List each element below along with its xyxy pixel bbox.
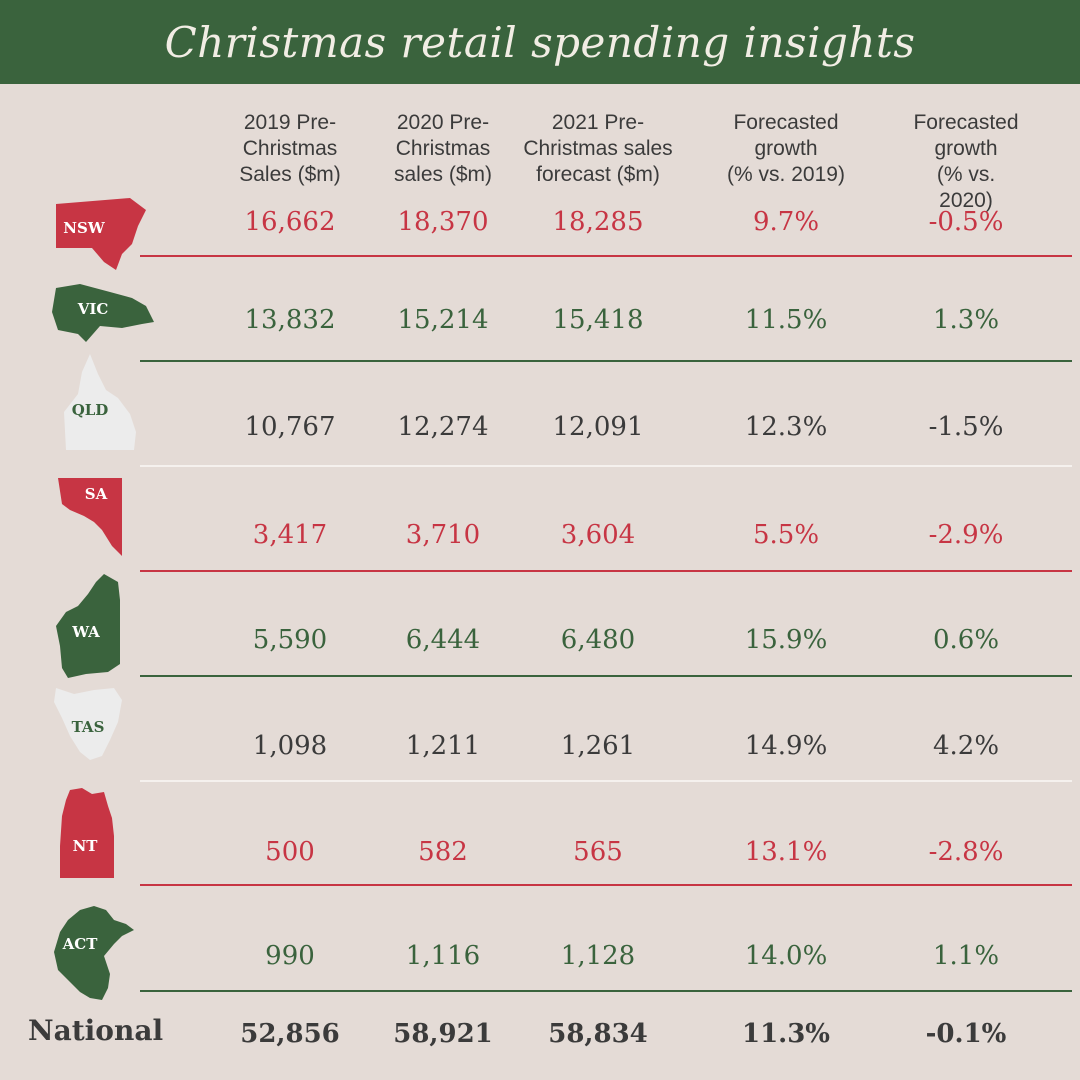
table-cell: 500 bbox=[265, 837, 315, 867]
row-divider bbox=[140, 780, 1072, 782]
state-label: NT bbox=[72, 837, 98, 855]
state-label: ACT bbox=[62, 935, 98, 953]
state-label: QLD bbox=[71, 401, 109, 419]
table-cell: 9.7% bbox=[752, 207, 820, 237]
table-cell: 1.3% bbox=[932, 305, 1000, 335]
table-cell: 14.0% bbox=[744, 941, 828, 971]
state-label: TAS bbox=[71, 718, 105, 736]
table-cell: 0.6% bbox=[932, 625, 1000, 655]
row-divider bbox=[140, 675, 1072, 677]
table-cell: 18,285 bbox=[552, 207, 644, 237]
row-divider bbox=[140, 465, 1072, 467]
column-header-1: 2019 Pre- Christmas Sales ($m) bbox=[239, 111, 341, 186]
state-map-qld bbox=[60, 352, 140, 452]
row-divider bbox=[140, 570, 1072, 572]
table-cell: 990 bbox=[265, 941, 315, 971]
state-map-act bbox=[50, 904, 136, 1004]
state-map-wa bbox=[52, 572, 124, 680]
national-cell: 52,856 bbox=[240, 1019, 340, 1049]
table-cell: -1.5% bbox=[928, 412, 1004, 442]
column-header-2: 2020 Pre- Christmas sales ($m) bbox=[393, 111, 493, 186]
table-cell: 1,098 bbox=[252, 731, 328, 761]
column-header-4: Forecasted growth (% vs. 2019) bbox=[727, 111, 845, 186]
table-cell: 12,274 bbox=[397, 412, 489, 442]
table-cell: 12,091 bbox=[552, 412, 644, 442]
row-divider bbox=[140, 255, 1072, 257]
table-cell: 13,832 bbox=[244, 305, 336, 335]
table-cell: 15.9% bbox=[744, 625, 828, 655]
state-label: NSW bbox=[63, 219, 105, 237]
table-cell: -2.8% bbox=[928, 837, 1004, 867]
table-cell: 4.2% bbox=[932, 731, 1000, 761]
column-header-5: Forecasted growth (% vs. 2020) bbox=[913, 111, 1019, 212]
table-cell: 18,370 bbox=[397, 207, 489, 237]
table-cell: 5,590 bbox=[252, 625, 328, 655]
table-cell: 14.9% bbox=[744, 731, 828, 761]
table-cell: 12.3% bbox=[744, 412, 828, 442]
table-cell: 565 bbox=[573, 837, 623, 867]
title-banner: Christmas retail spending insights bbox=[0, 0, 1080, 84]
state-map-sa bbox=[56, 476, 128, 558]
table-cell: 3,710 bbox=[405, 520, 481, 550]
page-title: Christmas retail spending insights bbox=[164, 17, 916, 67]
table-cell: 1.1% bbox=[932, 941, 1000, 971]
table-cell: 3,417 bbox=[252, 520, 328, 550]
table-cell: 5.5% bbox=[752, 520, 820, 550]
state-map-nt bbox=[56, 786, 118, 880]
state-map-vic bbox=[50, 282, 158, 348]
national-cell: -0.1% bbox=[925, 1019, 1007, 1049]
column-header-3: 2021 Pre- Christmas sales forecast ($m) bbox=[523, 111, 673, 186]
table-cell: 13.1% bbox=[744, 837, 828, 867]
state-label: WA bbox=[72, 623, 100, 641]
state-label: SA bbox=[84, 485, 108, 503]
table-cell: 10,767 bbox=[244, 412, 336, 442]
row-divider bbox=[140, 360, 1072, 362]
table-cell: 15,418 bbox=[552, 305, 644, 335]
state-map-nsw bbox=[52, 196, 148, 272]
table-cell: 1,128 bbox=[560, 941, 636, 971]
table-cell: 6,480 bbox=[560, 625, 636, 655]
table-cell: 1,116 bbox=[405, 941, 481, 971]
table-cell: 1,211 bbox=[405, 731, 481, 761]
table-cell: 15,214 bbox=[397, 305, 489, 335]
table-cell: 11.5% bbox=[744, 305, 828, 335]
table-cell: 16,662 bbox=[244, 207, 336, 237]
table-cell: -2.9% bbox=[928, 520, 1004, 550]
table-cell: 1,261 bbox=[560, 731, 636, 761]
national-cell: 11.3% bbox=[741, 1019, 831, 1049]
national-cell: 58,834 bbox=[548, 1019, 648, 1049]
state-map-tas bbox=[52, 682, 126, 764]
national-label: National bbox=[28, 1014, 164, 1047]
state-label: VIC bbox=[77, 300, 109, 318]
table-cell: 582 bbox=[418, 837, 468, 867]
table-cell: 6,444 bbox=[405, 625, 481, 655]
table-cell: 3,604 bbox=[560, 520, 636, 550]
row-divider bbox=[140, 990, 1072, 992]
national-cell: 58,921 bbox=[393, 1019, 493, 1049]
row-divider bbox=[140, 884, 1072, 886]
table-cell: -0.5% bbox=[928, 207, 1004, 237]
